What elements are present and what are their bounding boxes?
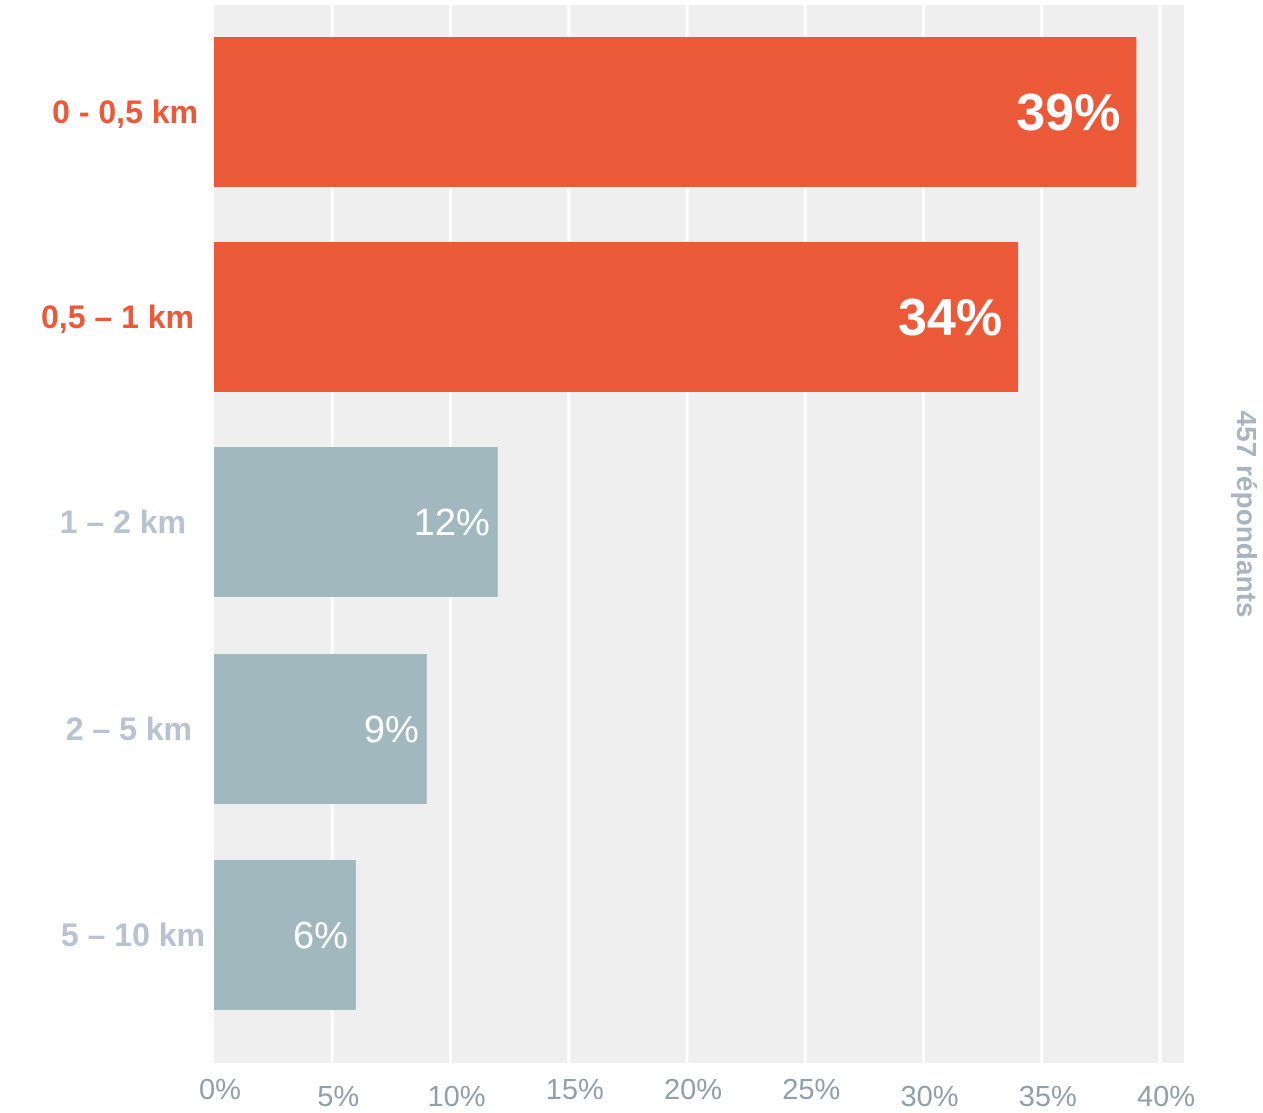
x-tick-label: 40%	[1137, 1081, 1195, 1113]
bar-value-label: 34%	[898, 289, 1002, 347]
x-tick-label: 35%	[1019, 1081, 1077, 1113]
bar	[214, 37, 1137, 187]
bar	[214, 447, 498, 597]
bar-value-label: 39%	[1016, 84, 1120, 142]
bar-value-label: 12%	[414, 502, 490, 544]
x-tick-label: 0%	[199, 1074, 241, 1106]
value-labels: 39% 34% 12% 9% 6%	[293, 84, 1120, 957]
category-label: 0 - 0,5 km	[52, 94, 198, 130]
x-tick-label: 10%	[427, 1081, 485, 1113]
category-label: 5 – 10 km	[61, 917, 205, 953]
category-label: 1 – 2 km	[60, 504, 186, 540]
bar	[214, 242, 1019, 392]
bar-value-label: 9%	[364, 709, 419, 751]
x-tick-label: 5%	[317, 1081, 359, 1113]
category-labels: 0 - 0,5 km 0,5 – 1 km 1 – 2 km 2 – 5 km 5 – …	[41, 94, 205, 953]
bar	[214, 654, 427, 804]
category-label: 0,5 – 1 km	[41, 299, 194, 335]
x-tick-label: 15%	[546, 1074, 604, 1106]
x-tick-label: 30%	[900, 1081, 958, 1113]
x-tick-label: 20%	[664, 1074, 722, 1106]
x-tick-labels: 0% 5% 10% 15% 20% 25% 30% 35% 40%	[199, 1074, 1195, 1113]
bars	[214, 37, 1137, 1010]
respondents-note: 457 répondants	[1231, 411, 1262, 618]
x-tick-label: 25%	[782, 1074, 840, 1106]
category-label: 2 – 5 km	[66, 711, 192, 747]
bar-value-label: 6%	[293, 915, 348, 957]
bar	[214, 860, 356, 1010]
